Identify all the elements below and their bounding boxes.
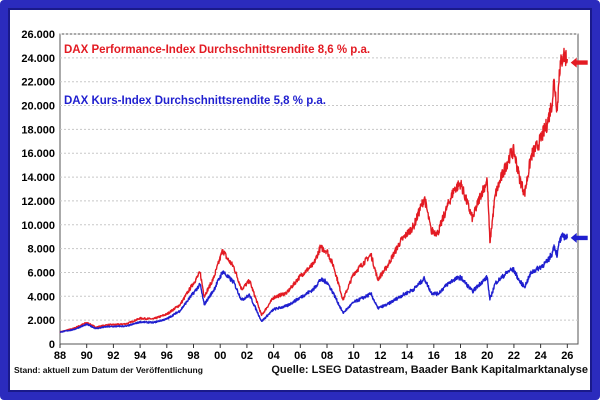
series-line-performance xyxy=(59,47,568,334)
x-tick-label: 18 xyxy=(454,350,466,362)
y-tick-label: 0 xyxy=(49,339,55,351)
axes: 0 2.000 4.000 6.000 8.000 10.000 12.000 14.000 1… xyxy=(21,29,573,362)
y-tick-label: 22.000 xyxy=(21,77,55,89)
x-tick-label: 20 xyxy=(481,350,493,362)
x-tick-label: 90 xyxy=(81,350,93,362)
end-marker-kurs xyxy=(570,232,588,243)
y-tick-label: 10.000 xyxy=(21,220,55,232)
x-tick-label: 96 xyxy=(161,350,173,362)
x-tick-label: 06 xyxy=(294,350,306,362)
y-tick-label: 20.000 xyxy=(21,101,55,113)
y-tick-label: 12.000 xyxy=(21,196,55,208)
x-tick-label: 08 xyxy=(321,350,333,362)
footnote-stand: Stand: aktuell zum Datum der Veröffentli… xyxy=(14,365,203,375)
x-tick-label: 14 xyxy=(401,350,414,362)
end-marker-performance xyxy=(570,57,588,68)
legend-performance: DAX Performance-Index Durchschnittsrendi… xyxy=(64,44,370,56)
y-tick-label: 18.000 xyxy=(21,124,55,136)
y-tick-label: 8.000 xyxy=(27,244,55,256)
end-markers xyxy=(570,57,588,243)
y-tick-label: 6.000 xyxy=(27,267,55,279)
x-tick-label: 94 xyxy=(134,350,147,362)
x-tick-label: 10 xyxy=(348,350,360,362)
series-line-kurs xyxy=(59,232,568,333)
grid xyxy=(59,33,579,345)
y-tick-label: 14.000 xyxy=(21,172,55,184)
x-tick-label: 12 xyxy=(374,350,386,362)
x-tick-label: 02 xyxy=(241,350,253,362)
x-tick-label: 26 xyxy=(561,350,573,362)
x-tick-label: 88 xyxy=(54,350,66,362)
y-tick-label: 26.000 xyxy=(21,29,55,41)
y-tick-label: 4.000 xyxy=(27,291,55,303)
y-tick-label: 16.000 xyxy=(21,148,55,160)
x-tick-label: 22 xyxy=(508,350,520,362)
x-tick-label: 98 xyxy=(187,350,199,362)
source-credit: Quelle: LSEG Datastream, Baader Bank Kap… xyxy=(271,364,588,376)
legend-kurs: DAX Kurs-Index Durchschnittsrendite 5,8 … xyxy=(64,95,326,107)
y-tick-label: 2.000 xyxy=(27,315,55,327)
x-tick-label: 16 xyxy=(428,350,440,362)
x-tick-label: 92 xyxy=(107,350,119,362)
plot-area xyxy=(59,33,579,345)
x-tick-label: 04 xyxy=(267,350,280,362)
series-layer xyxy=(59,47,568,334)
x-tick-label: 24 xyxy=(534,350,547,362)
x-tick-label: 00 xyxy=(214,350,226,362)
y-tick-label: 24.000 xyxy=(21,53,55,65)
